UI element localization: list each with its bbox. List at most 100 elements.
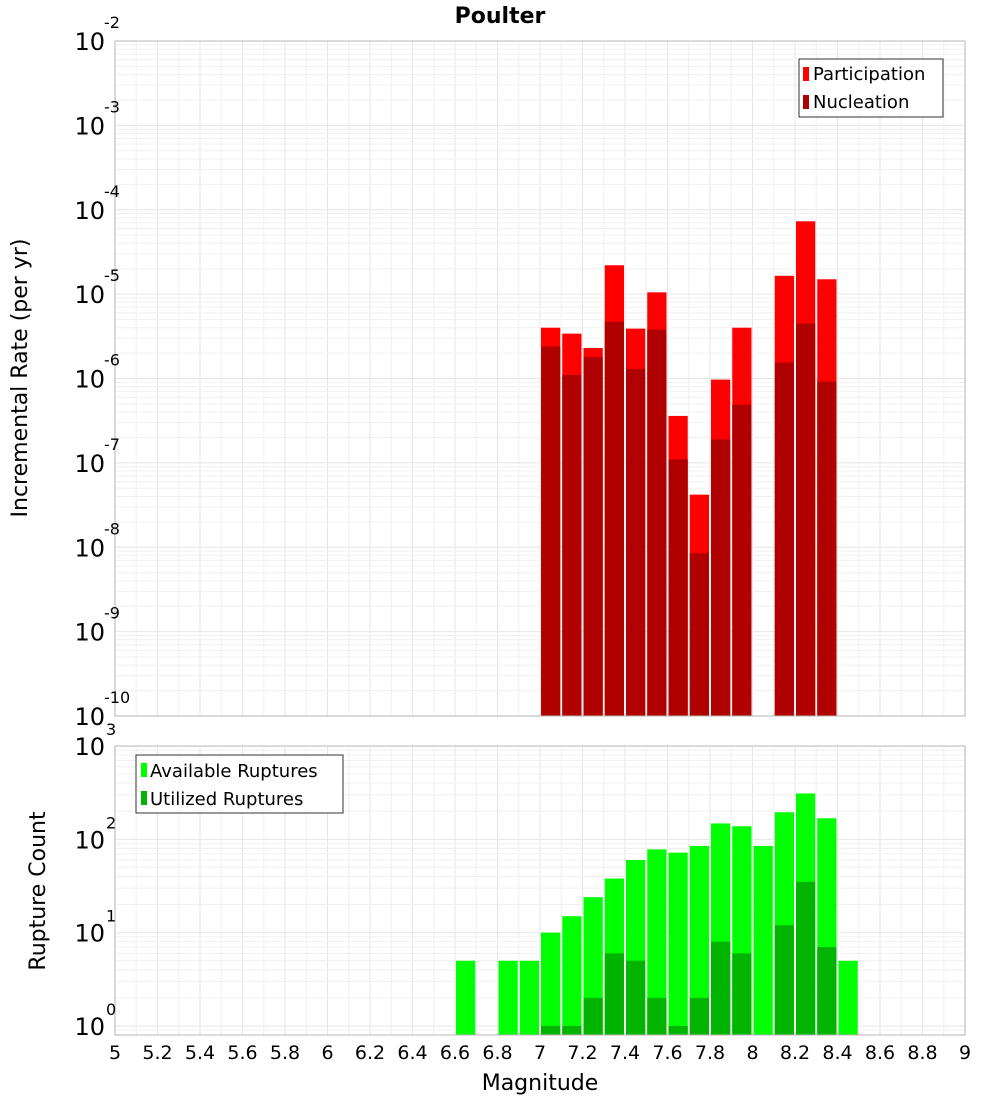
y-tick-exponent: -6 xyxy=(104,351,120,370)
x-tick-label: 5.4 xyxy=(185,1042,215,1064)
bar-nucleation xyxy=(796,323,816,716)
y-tick-exponent: -8 xyxy=(104,519,120,538)
x-tick-label: 7.2 xyxy=(567,1042,597,1064)
y-tick-exponent: 3 xyxy=(106,720,116,739)
bar-nucleation xyxy=(711,439,731,716)
y-tick-label: 10 xyxy=(74,1013,105,1041)
bar-available-ruptures xyxy=(541,932,561,1035)
x-tick-label: 8.2 xyxy=(780,1042,810,1064)
bar-utilized-ruptures xyxy=(562,1025,582,1035)
x-tick-label: 7 xyxy=(534,1042,546,1064)
bar-utilized-ruptures xyxy=(732,953,752,1035)
legend-participation-label: Participation xyxy=(813,64,925,85)
legend-participation-swatch xyxy=(803,67,809,81)
x-tick-label: 6.4 xyxy=(397,1042,427,1064)
bar-nucleation xyxy=(583,356,603,716)
x-tick-label: 8.4 xyxy=(822,1042,852,1064)
bar-nucleation xyxy=(689,553,709,716)
y-tick-exponent: -7 xyxy=(104,435,120,454)
y-tick-label: 10 xyxy=(74,733,105,761)
bar-nucleation xyxy=(774,362,794,716)
bar-utilized-ruptures xyxy=(583,997,603,1035)
bar-nucleation xyxy=(668,459,688,716)
y-tick-exponent: 1 xyxy=(106,907,116,926)
top-bars xyxy=(541,221,837,716)
bar-available-ruptures xyxy=(668,852,688,1035)
bar-nucleation xyxy=(647,329,667,716)
legend-available-swatch xyxy=(141,763,147,777)
bar-utilized-ruptures xyxy=(817,947,837,1035)
chart-title: Poulter xyxy=(455,4,546,29)
x-tick-label: 5.6 xyxy=(227,1042,257,1064)
y-tick-label: 10 xyxy=(74,450,105,478)
x-tick-label: 9 xyxy=(959,1042,971,1064)
x-tick-label: 6.2 xyxy=(355,1042,385,1064)
x-tick-label: 6.8 xyxy=(482,1042,512,1064)
y-tick-exponent: -5 xyxy=(104,266,120,285)
legend-nucleation-swatch xyxy=(803,95,809,109)
bar-utilized-ruptures xyxy=(774,925,794,1035)
bar-utilized-ruptures xyxy=(541,1025,561,1035)
y-tick-exponent: 0 xyxy=(106,1000,116,1019)
y-tick-exponent: -10 xyxy=(104,688,130,707)
x-tick-label: 5 xyxy=(109,1042,121,1064)
legend-nucleation-label: Nucleation xyxy=(813,92,909,113)
legend-utilized-label: Utilized Ruptures xyxy=(150,789,303,810)
y-tick-label: 10 xyxy=(74,703,105,731)
x-tick-label: 6.6 xyxy=(440,1042,470,1064)
bar-available-ruptures xyxy=(753,845,773,1035)
bar-available-ruptures xyxy=(838,960,858,1035)
x-tick-label: 8 xyxy=(746,1042,758,1064)
bar-available-ruptures xyxy=(498,960,518,1035)
y-tick-label: 10 xyxy=(74,920,105,948)
bar-nucleation xyxy=(541,346,561,716)
bar-utilized-ruptures xyxy=(711,941,731,1035)
x-axis-label: Magnitude xyxy=(482,1071,599,1096)
bar-available-ruptures xyxy=(519,960,539,1035)
y-tick-exponent: -9 xyxy=(104,604,120,623)
x-tick-label: 5.8 xyxy=(270,1042,300,1064)
bar-nucleation xyxy=(626,368,646,716)
y-tick-label: 10 xyxy=(74,534,105,562)
bar-available-ruptures xyxy=(689,845,709,1035)
bar-utilized-ruptures xyxy=(689,997,709,1035)
x-ticks: 5 5.2 5.4 5.6 5.8 6 6.2 6.4 6.6 6.8 7 7.2 7.4 7.6 7.8 8… xyxy=(109,1042,971,1064)
bar-utilized-ruptures xyxy=(668,1025,688,1035)
y-tick-label: 10 xyxy=(74,197,105,225)
bar-available-ruptures xyxy=(647,849,667,1035)
y-tick-label: 10 xyxy=(74,281,105,309)
bar-available-ruptures xyxy=(456,960,476,1035)
top-plot-frame xyxy=(114,40,966,717)
y-tick-exponent: 2 xyxy=(106,813,116,832)
x-tick-label: 7.4 xyxy=(610,1042,640,1064)
bar-utilized-ruptures xyxy=(604,953,624,1035)
y-tick-exponent: -2 xyxy=(104,13,120,32)
bar-utilized-ruptures xyxy=(647,997,667,1035)
x-tick-label: 6 xyxy=(321,1042,333,1064)
bar-utilized-ruptures xyxy=(626,960,646,1035)
bottom-legend: Available Ruptures Utilized Ruptures xyxy=(135,754,344,814)
top-legend-box xyxy=(798,58,944,118)
top-gridlines xyxy=(114,40,966,717)
legend-available-label: Available Ruptures xyxy=(150,761,318,782)
bar-available-ruptures xyxy=(562,916,582,1035)
bar-nucleation xyxy=(562,375,582,716)
y-tick-label: 10 xyxy=(74,826,105,854)
y-tick-exponent: -3 xyxy=(104,97,120,116)
bar-nucleation xyxy=(604,321,624,716)
x-tick-label: 7.6 xyxy=(652,1042,682,1064)
y-tick-label: 10 xyxy=(74,619,105,647)
y-tick-exponent: -4 xyxy=(104,182,120,201)
y-tick-label: 10 xyxy=(74,28,105,56)
bottom-plot-frame xyxy=(114,745,966,1036)
y-tick-label: 10 xyxy=(74,112,105,140)
bar-nucleation xyxy=(732,404,752,716)
x-tick-label: 8.8 xyxy=(907,1042,937,1064)
x-tick-label: 8.6 xyxy=(865,1042,895,1064)
top-legend: Participation Nucleation xyxy=(798,58,944,118)
bottom-bars xyxy=(456,793,858,1035)
bar-nucleation xyxy=(817,381,837,716)
x-tick-label: 7.8 xyxy=(695,1042,725,1064)
